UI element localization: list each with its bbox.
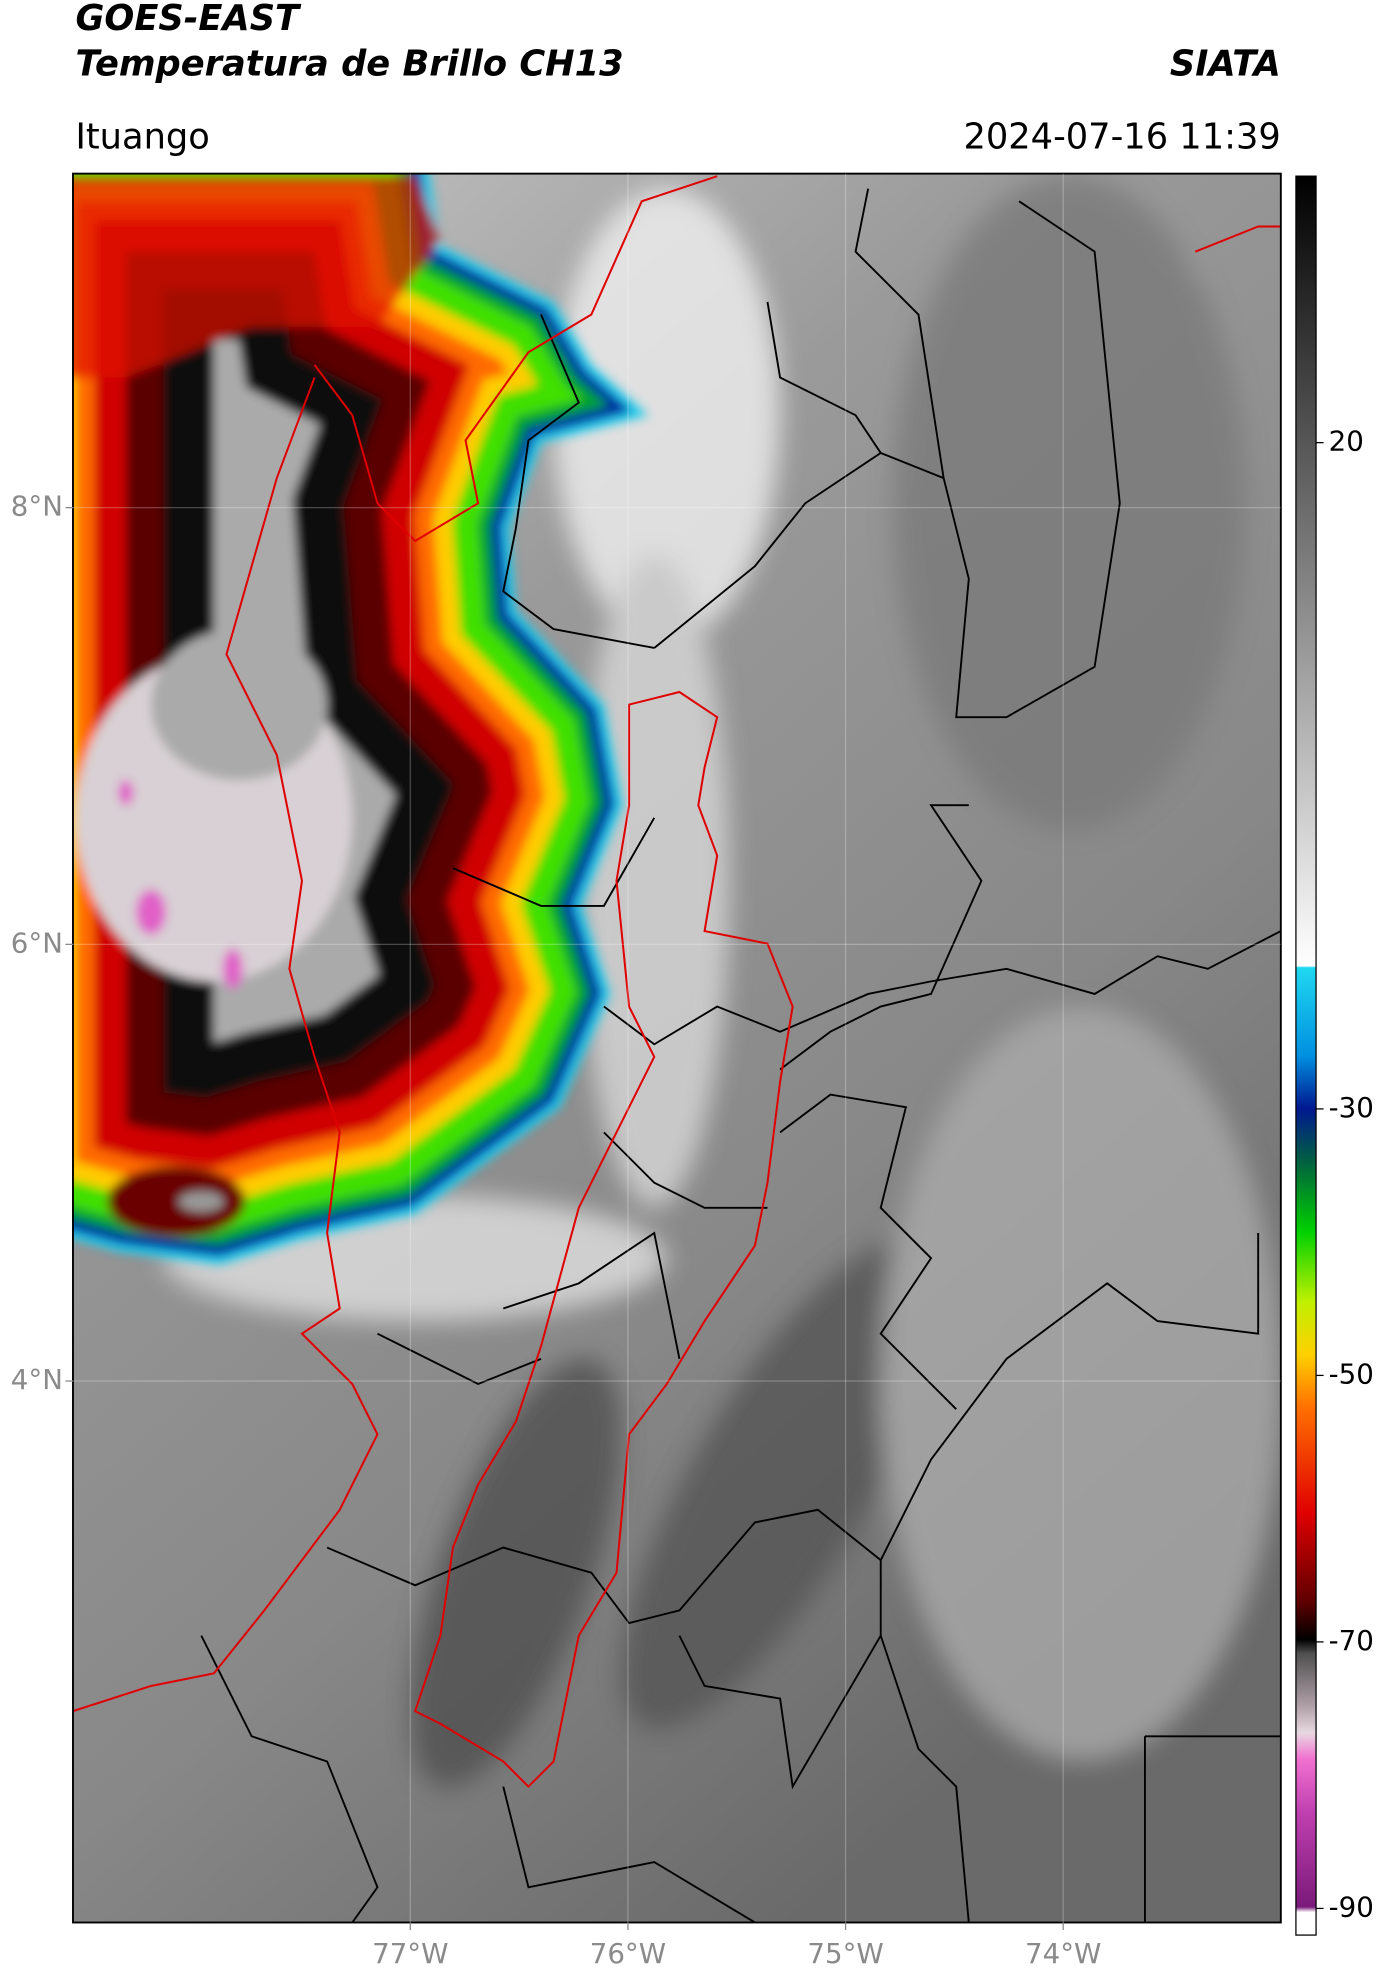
y-tick-label: 4°N [11,1363,63,1396]
x-tick-label: 76°W [590,1937,666,1970]
source: SIATA [1170,43,1281,84]
colorbar-label: 20 [1329,425,1364,458]
title: GOES-EAST [75,0,302,39]
colorbar-label: -70 [1329,1624,1374,1657]
region-outline [72,175,1281,1789]
x-tick-label: 74°W [1025,1937,1101,1970]
borders [200,188,1281,1923]
subtitle: Temperatura de Brillo CH13 [75,43,623,84]
map-frame [72,172,1282,1924]
location: Ituango [75,116,209,157]
x-tick-label: 77°W [372,1937,448,1970]
y-tick-label: 6°N [11,926,63,959]
colorbar-label: -90 [1329,1890,1374,1923]
colorbar-label: -50 [1329,1357,1374,1390]
x-tick-label: 75°W [807,1937,883,1970]
colorbar [1295,175,1317,1936]
satellite-image [72,173,1281,1923]
colorbar-label: -30 [1329,1091,1374,1124]
y-tick-label: 8°N [11,490,63,523]
datetime: 2024-07-16 11:39 [963,116,1280,157]
